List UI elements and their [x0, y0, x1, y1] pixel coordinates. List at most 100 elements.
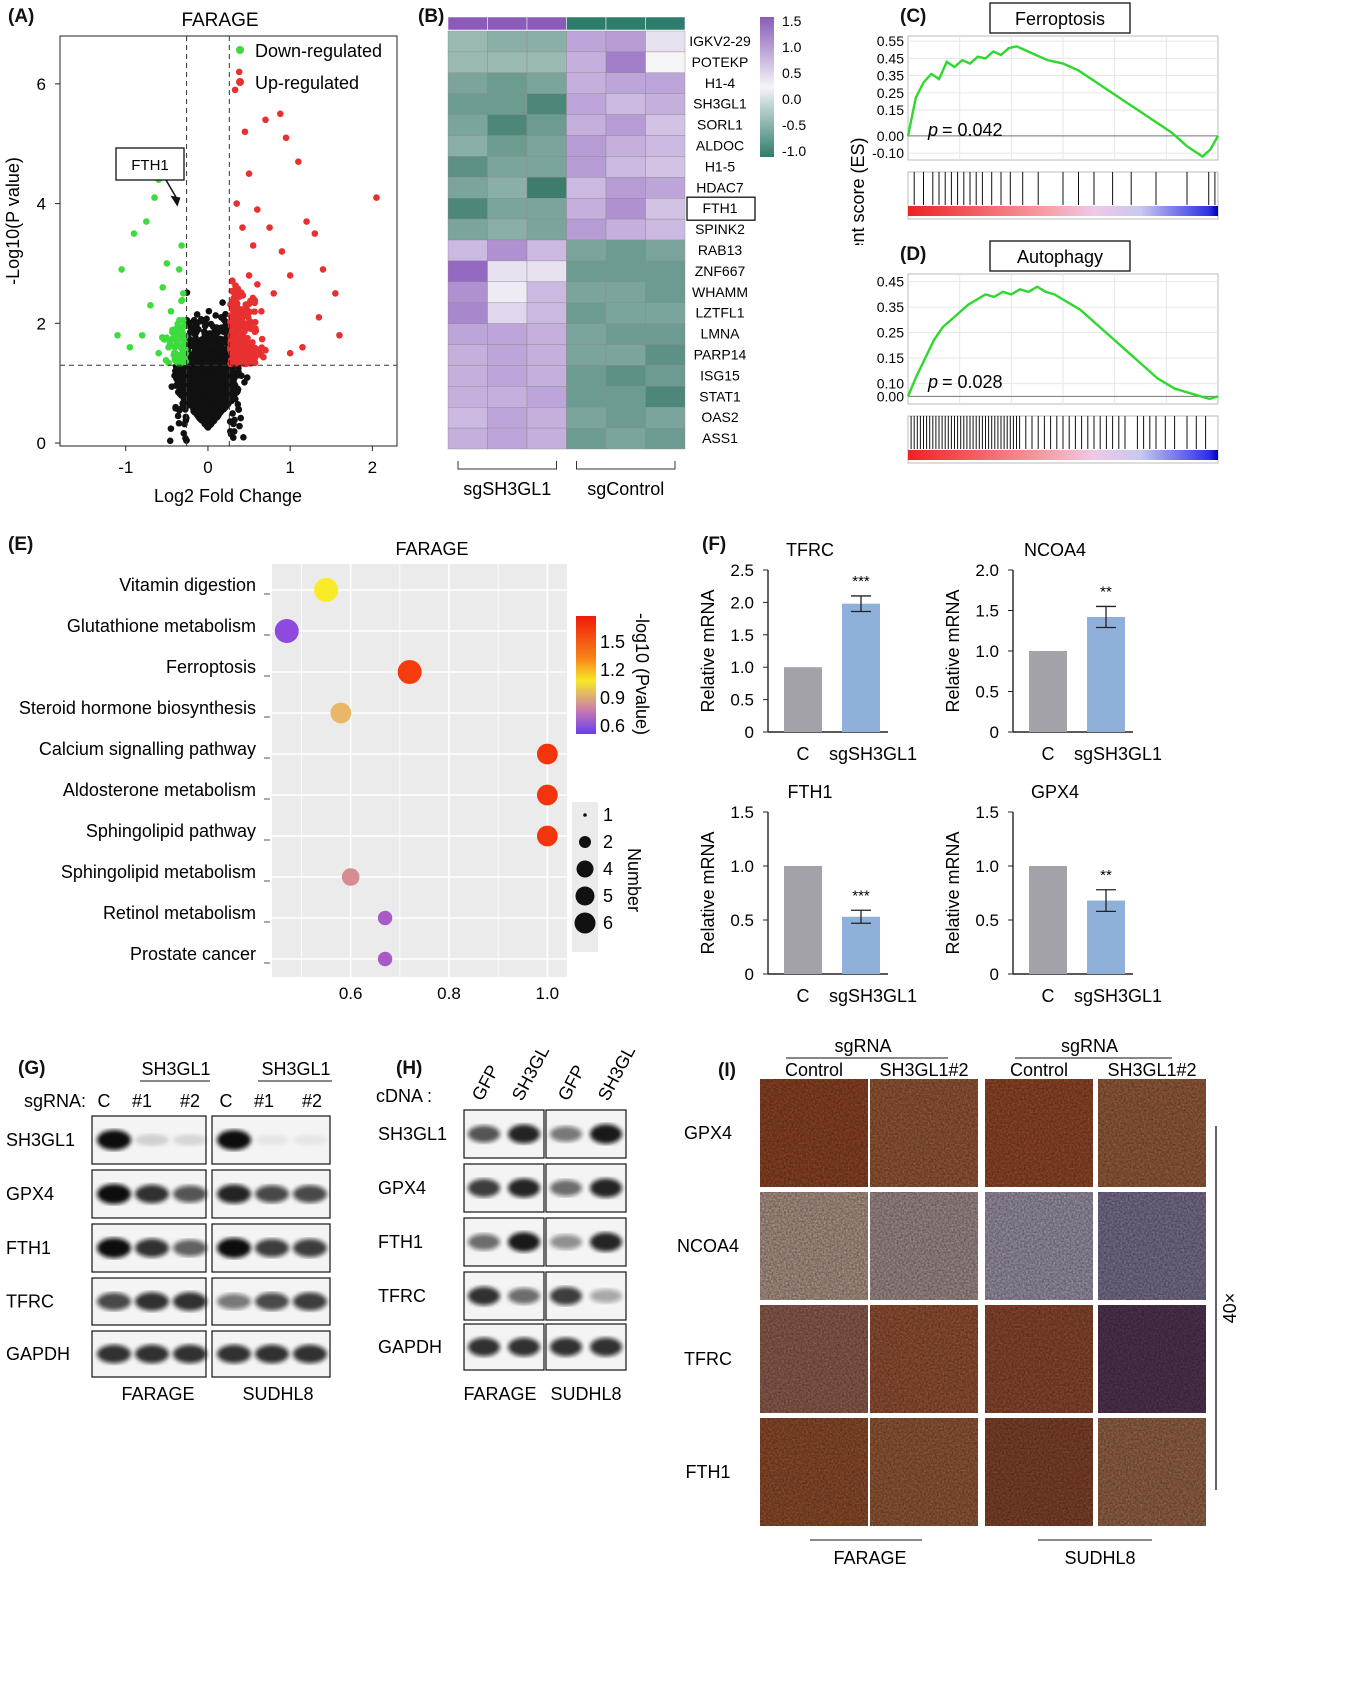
heatmap-cell — [447, 260, 488, 282]
protein-band — [550, 1126, 582, 1142]
significance-label: *** — [852, 887, 870, 904]
group-label: SH3GL1 — [141, 1059, 210, 1079]
heatmap-cell — [447, 72, 488, 94]
heatmap-cell — [645, 365, 686, 387]
enrichment-curve — [906, 285, 1219, 401]
heatmap-cell — [645, 281, 686, 303]
panel-label-f: (F) — [702, 534, 727, 555]
heatmap-cell — [487, 239, 528, 262]
ns-point — [220, 316, 228, 323]
up-point — [233, 200, 241, 207]
ihc-tile-texture — [985, 1418, 1093, 1526]
heatmap-cell — [566, 281, 607, 303]
column-label: Control — [785, 1060, 843, 1080]
down-point — [118, 266, 125, 273]
up-point — [233, 343, 241, 351]
ns-point — [222, 358, 229, 365]
pvalue-symbol: p — [927, 372, 938, 392]
pathway-bubble — [377, 951, 393, 967]
up-point — [245, 272, 253, 279]
heatmap-cell — [566, 344, 607, 366]
ns-point — [205, 381, 213, 389]
heatmap-cell — [526, 51, 567, 74]
x-tick-label: C — [797, 986, 810, 1006]
down-point — [180, 349, 188, 357]
column-label: SH3GL1#2 — [1107, 1060, 1196, 1080]
y-tick-label: -0.10 — [872, 145, 904, 161]
y-tick-label: 1.0 — [975, 857, 999, 876]
bar — [784, 667, 822, 732]
down-point — [179, 324, 187, 331]
heatmap-cell — [487, 93, 528, 115]
up-point — [256, 346, 263, 353]
heatmap-cell — [526, 30, 567, 53]
protein-label: FTH1 — [6, 1238, 51, 1258]
ns-point — [227, 430, 235, 438]
up-point — [278, 248, 286, 255]
heatmap-cell — [526, 427, 567, 450]
lane-label: C — [220, 1091, 233, 1111]
down-point — [165, 359, 172, 367]
heatmap-cell — [605, 156, 646, 178]
colorbar-tick-label: 0.5 — [782, 65, 802, 81]
ns-point — [209, 341, 217, 349]
protein-band — [217, 1293, 251, 1310]
y-tick-label: 0.5 — [730, 691, 754, 710]
up-point — [252, 327, 260, 335]
heatmap-cell — [645, 427, 686, 450]
gene-label: ASS1 — [702, 430, 738, 446]
up-point — [228, 336, 236, 344]
up-point — [254, 281, 261, 288]
ns-point — [221, 372, 228, 380]
row-prefix: sgRNA: — [24, 1091, 86, 1111]
heatmap-cell — [566, 407, 607, 429]
heatmap-cell — [566, 156, 607, 178]
up-point — [247, 297, 254, 305]
panel-label-d: (D) — [900, 244, 927, 265]
y-tick-label: 0.5 — [975, 683, 999, 702]
ihc-tile-texture — [1098, 1079, 1206, 1187]
cell-line-label: SUDHL8 — [242, 1384, 313, 1404]
heatmap-cell — [566, 239, 607, 262]
heatmap-cell — [487, 407, 528, 429]
gene-set-title: Autophagy — [1017, 247, 1103, 267]
bar — [1029, 866, 1067, 974]
protein-label: FTH1 — [378, 1232, 423, 1252]
heatmap-cell — [526, 302, 567, 324]
gene-label: HDAC7 — [696, 179, 744, 195]
volcano-plot: FARAGE -1 0 1 2 0 2 4 6 Log2 Fold Change -Log10(P … — [3, 10, 398, 506]
heatmap-cell — [526, 365, 567, 387]
heatmap-cell — [526, 323, 567, 345]
heatmap-cell — [447, 281, 488, 303]
up-point — [237, 348, 245, 355]
down-point — [130, 230, 138, 237]
y-tick-label: 0.35 — [877, 68, 904, 84]
down-point — [163, 260, 171, 267]
ns-point — [193, 311, 201, 318]
size-legend-dot — [575, 886, 595, 906]
heatmap-cell — [447, 197, 488, 220]
y-tick-label: 0 — [37, 434, 46, 453]
heatmap-cell — [566, 93, 607, 115]
lane-label: C — [98, 1091, 111, 1111]
ns-point — [228, 396, 235, 403]
bar — [1087, 616, 1125, 732]
heatmap-cell — [645, 93, 686, 115]
chart-title: FTH1 — [788, 782, 833, 802]
ns-point — [230, 420, 237, 428]
up-point — [262, 116, 269, 124]
ns-point — [241, 378, 248, 386]
heatmap-cell — [645, 302, 686, 324]
up-regulated-points — [226, 68, 380, 368]
fth1-callout-box — [115, 147, 185, 181]
up-point — [251, 354, 259, 361]
heatmap-cell — [605, 323, 646, 345]
y-axis-label: Relative mRNA — [698, 589, 718, 712]
protein-band — [135, 1292, 169, 1311]
chart-title: NCOA4 — [1024, 540, 1086, 560]
heatmap-cell — [447, 427, 488, 450]
heatmap-cell — [526, 156, 567, 178]
heatmap-cell — [566, 323, 607, 345]
enrichment-curve — [906, 45, 1220, 159]
y-tick-label: 0.5 — [730, 911, 754, 930]
